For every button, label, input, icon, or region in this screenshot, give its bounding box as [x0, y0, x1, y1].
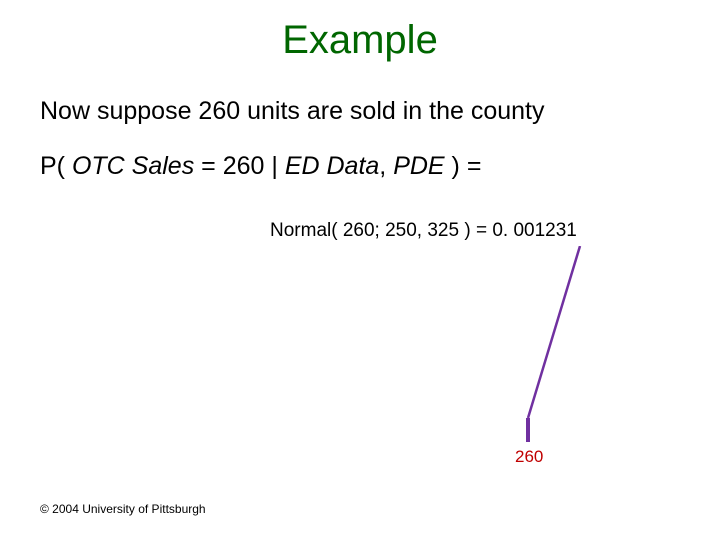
copyright-symbol: ©	[40, 502, 49, 516]
body-line-1: Now suppose 260 units are sold in the co…	[40, 97, 544, 126]
eq-part: = 260 |	[194, 152, 285, 180]
var-pde: PDE	[393, 152, 444, 180]
title-text: Example	[282, 18, 438, 62]
var-ed-data: ED Data	[285, 152, 379, 180]
slide-title: Example	[0, 18, 720, 63]
sep: ,	[379, 152, 393, 180]
xlabel-text: 260	[515, 447, 543, 466]
arrow-indicator	[520, 246, 600, 446]
footer-copyright: © 2004 University of Pittsburgh	[40, 502, 206, 516]
x-axis-label: 260	[515, 447, 543, 467]
footer-text: 2004 University of Pittsburgh	[49, 502, 206, 516]
close-part: ) =	[445, 152, 482, 180]
body-line-2: P( OTC Sales = 260 | ED Data, PDE ) =	[40, 152, 481, 181]
slide: Example Now suppose 260 units are sold i…	[0, 0, 720, 540]
arrow-marker	[526, 418, 530, 442]
normal-expression: Normal( 260; 250, 325 ) = 0. 001231	[270, 220, 577, 242]
p-open: P(	[40, 152, 72, 180]
var-otc-sales: OTC Sales	[72, 152, 194, 180]
arrow-line	[528, 246, 580, 418]
